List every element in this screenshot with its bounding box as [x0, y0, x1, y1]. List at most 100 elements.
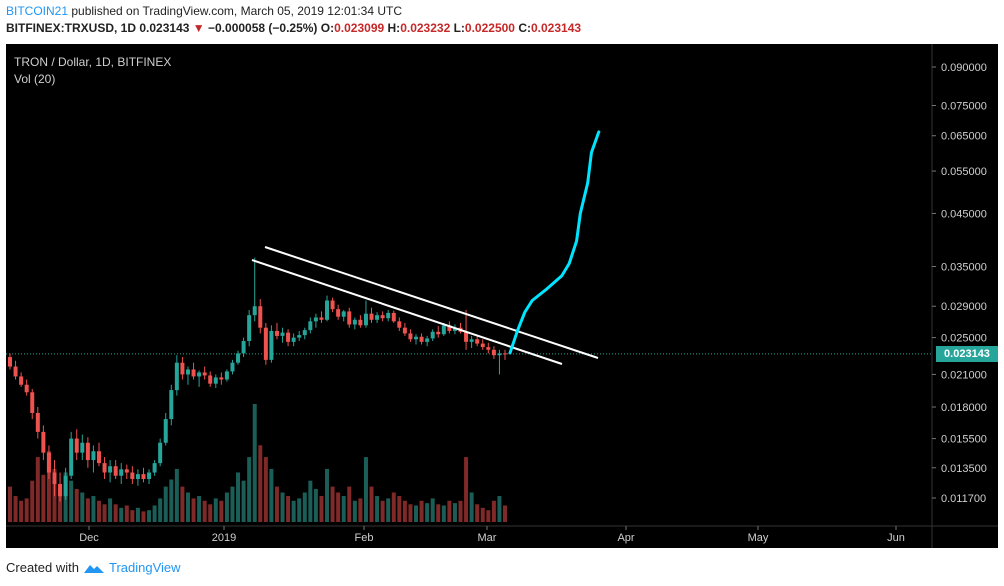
- volume-bar: [458, 500, 463, 522]
- author-link[interactable]: BITCOIN21: [6, 4, 69, 18]
- volume-bar: [414, 505, 419, 522]
- candle-body: [441, 325, 446, 335]
- candle-body: [13, 366, 18, 377]
- volume-bar: [24, 498, 29, 522]
- candle-body: [341, 311, 346, 317]
- candle-body: [96, 451, 101, 464]
- low-label: L:: [453, 21, 465, 35]
- volume-bar: [135, 507, 140, 522]
- candle-body: [419, 336, 424, 342]
- volume-bar: [197, 496, 202, 522]
- candle-body: [58, 484, 63, 497]
- volume-bar: [402, 500, 407, 522]
- series-title: TRON / Dollar, 1D, BITFINEX: [14, 55, 172, 69]
- candle-body: [375, 315, 380, 320]
- change-value: −0.000058 (−0.25%): [208, 21, 318, 35]
- candle-body: [269, 330, 274, 360]
- candle-body: [358, 319, 363, 326]
- candle-body: [408, 333, 413, 340]
- created-with-label: Created with: [6, 560, 79, 575]
- volume-bar: [308, 480, 313, 522]
- volume-bar: [124, 505, 129, 522]
- volume-bar: [58, 486, 63, 522]
- last-price: 0.023143: [139, 21, 190, 35]
- down-arrow-icon: ▼: [192, 21, 205, 35]
- candle-body: [436, 331, 441, 335]
- symbol-label: BITFINEX:TRXUSD, 1D: [6, 21, 137, 35]
- candle-body: [503, 353, 507, 355]
- volume-bar: [41, 474, 46, 522]
- y-tick-label: 0.025000: [941, 333, 987, 345]
- candle-body: [464, 331, 469, 342]
- tradingview-brand[interactable]: TradingView: [108, 560, 181, 575]
- volume-bar: [158, 498, 163, 522]
- candle-body: [475, 339, 480, 344]
- volume-bar: [8, 486, 12, 522]
- volume-bar: [408, 504, 413, 522]
- candle-body: [185, 369, 190, 375]
- y-tick-label: 0.029000: [941, 301, 987, 313]
- volume-bar: [102, 504, 107, 522]
- candle-body: [41, 431, 46, 453]
- volume-bar: [397, 496, 402, 522]
- volume-bar: [263, 457, 268, 522]
- volume-bar: [313, 488, 318, 522]
- candle-body: [208, 375, 213, 384]
- volume-bar: [185, 492, 190, 522]
- chart-area[interactable]: [6, 44, 998, 548]
- candle-body: [135, 474, 140, 480]
- volume-bar: [436, 504, 441, 522]
- volume-bar: [252, 404, 257, 522]
- volume-bar: [208, 504, 213, 522]
- candle-body: [197, 372, 202, 377]
- volume-bar: [152, 505, 157, 522]
- volume-bar: [375, 496, 380, 522]
- candle-body: [274, 330, 279, 336]
- volume-bar: [347, 486, 352, 522]
- candle-body: [69, 438, 74, 476]
- publish-text: published on TradingView.com, March 05, …: [68, 4, 402, 18]
- candle-body: [169, 390, 174, 420]
- candle-body: [247, 315, 252, 342]
- candle-body: [319, 317, 324, 320]
- lower-trendline: [251, 259, 563, 365]
- candle-body: [347, 311, 352, 325]
- candle-body: [52, 472, 57, 485]
- candle-body: [8, 357, 12, 367]
- y-tick-label: 0.011700: [941, 493, 986, 505]
- candle-body: [91, 451, 96, 461]
- low-value: 0.022500: [464, 21, 515, 35]
- candle-body: [130, 472, 135, 480]
- candle-body: [313, 317, 318, 322]
- volume-bar: [96, 500, 101, 522]
- x-tick-label: May: [748, 532, 769, 544]
- volume-bar: [174, 468, 179, 522]
- candle-body: [302, 330, 307, 336]
- candle-body: [147, 472, 152, 480]
- volume-title: Vol (20): [14, 72, 56, 86]
- x-tick-label: Apr: [617, 532, 634, 544]
- y-tick-label: 0.013500: [941, 463, 987, 475]
- candle-body: [336, 309, 341, 317]
- candle-body: [397, 321, 402, 328]
- volume-bar: [74, 488, 79, 522]
- open-value: 0.023099: [334, 21, 385, 35]
- volume-bar: [363, 457, 368, 522]
- volume-bar: [319, 496, 324, 522]
- candle-body: [163, 419, 168, 443]
- volume-bar: [441, 505, 446, 522]
- candle-body: [74, 438, 79, 453]
- volume-bar: [447, 500, 452, 522]
- candle-body: [108, 466, 113, 473]
- volume-bar: [336, 492, 341, 522]
- volume-bar: [108, 498, 113, 522]
- volume-bar: [230, 486, 235, 522]
- x-tick-label: Dec: [79, 532, 99, 544]
- candle-body: [291, 337, 296, 342]
- close-label: C:: [518, 21, 531, 35]
- candle-body: [152, 463, 157, 473]
- candle-body: [380, 315, 385, 319]
- candle-body: [491, 349, 496, 356]
- candle-body: [230, 362, 235, 372]
